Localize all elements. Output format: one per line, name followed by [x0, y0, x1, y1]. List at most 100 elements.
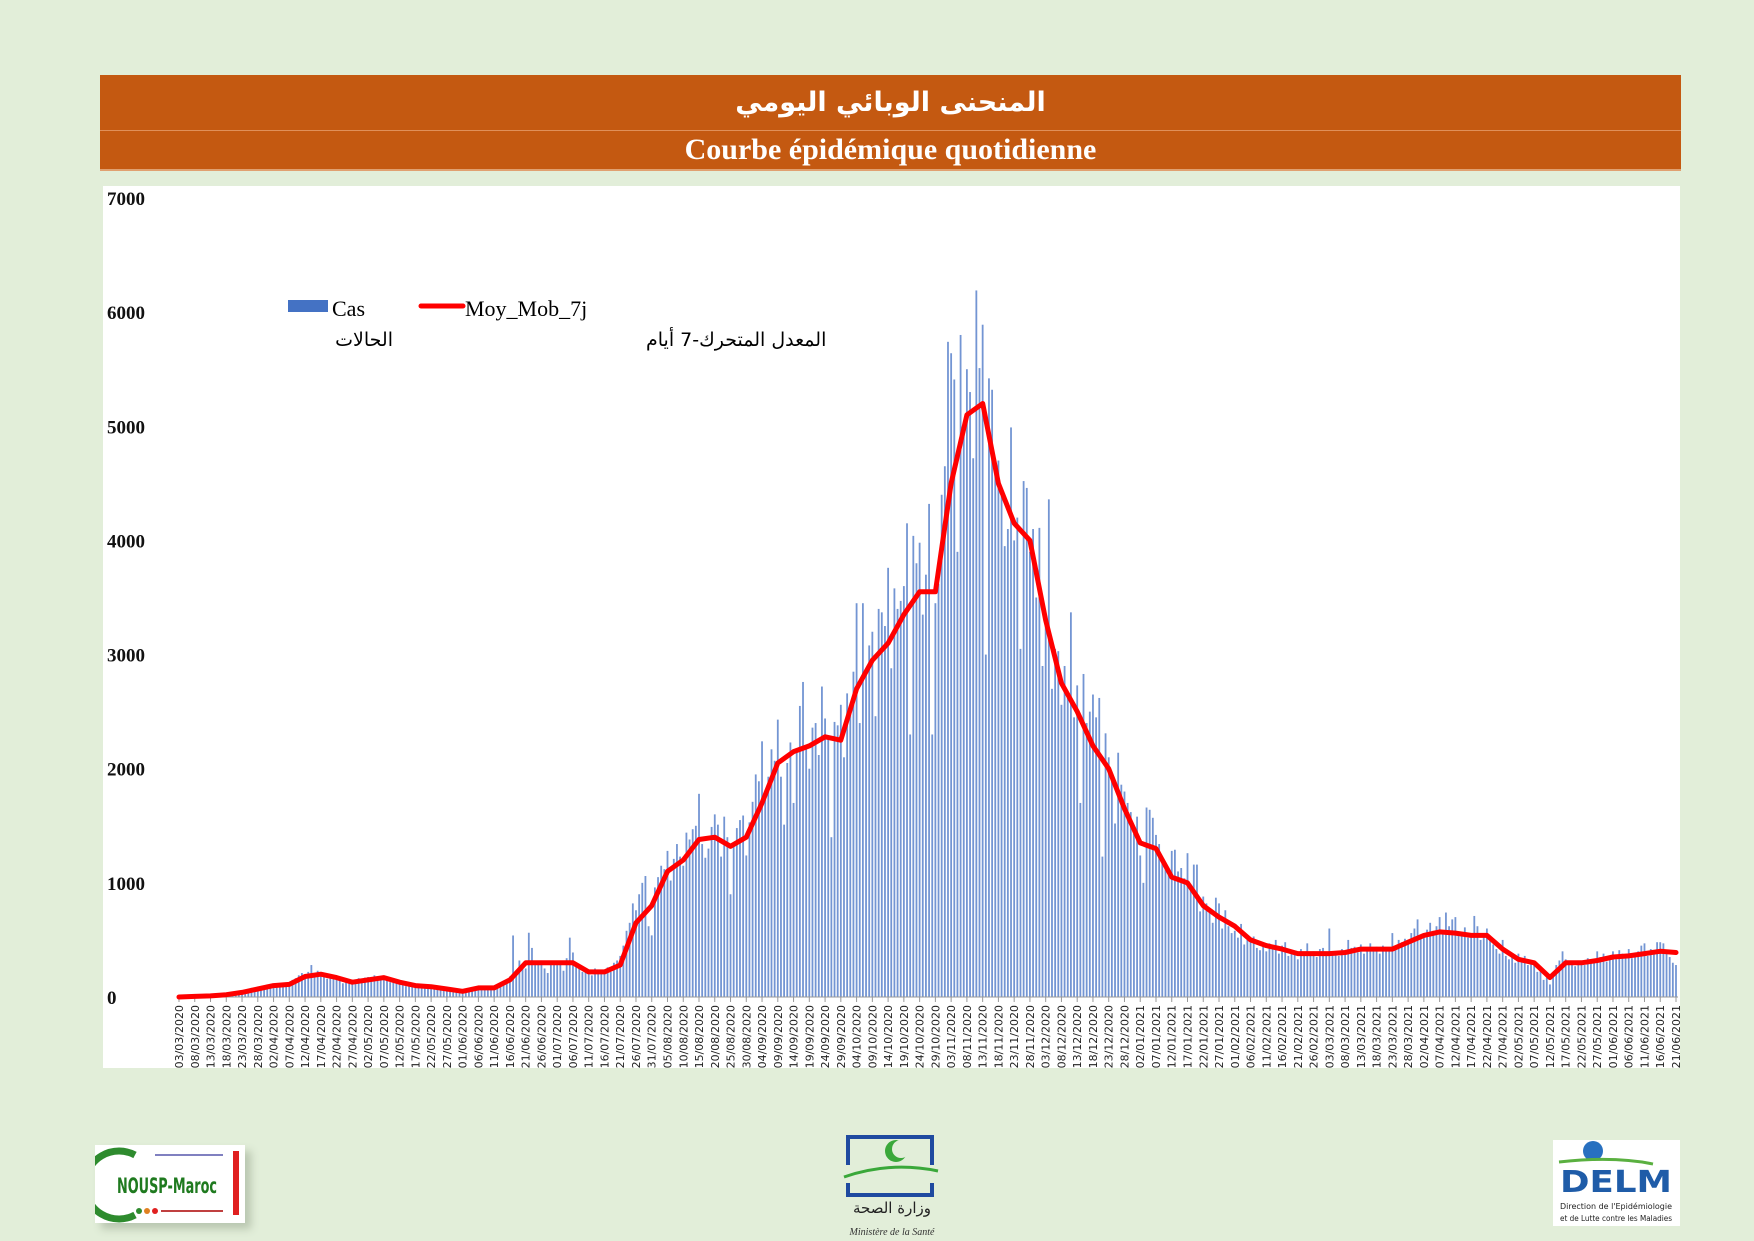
bar-cas [1328, 928, 1331, 997]
bar-cas [575, 965, 577, 997]
bar-cas [594, 968, 596, 997]
bar-cas [1634, 952, 1636, 997]
bar-cas [676, 844, 678, 997]
bar-cas [732, 845, 735, 997]
bar-cas [884, 626, 886, 997]
bar-cas [285, 985, 288, 997]
bar-cas [1429, 922, 1432, 997]
bar-cas [590, 975, 593, 997]
bar-cas [1530, 962, 1532, 997]
bar-cas [710, 826, 713, 997]
x-tick-label: 26/06/2020 [535, 1005, 548, 1068]
bar-cas [1202, 896, 1205, 997]
bar-cas [1501, 939, 1504, 997]
x-tick-label: 07/04/2020 [283, 1005, 296, 1068]
bar-cas [382, 978, 385, 997]
bar-cas [1133, 833, 1135, 997]
bar-cas [1139, 855, 1142, 997]
x-tick-label: 18/03/2021 [1371, 1005, 1384, 1068]
bar-cas [1180, 868, 1183, 997]
bar-cas [650, 935, 653, 997]
bar-cas [1142, 882, 1145, 997]
x-tick-label: 16/06/2021 [1654, 1005, 1667, 1068]
bar-cas [502, 981, 505, 997]
bar-cas [1359, 944, 1362, 997]
bar-cas [1400, 942, 1403, 997]
x-tick-label: 18/12/2020 [1087, 1005, 1100, 1068]
y-tick-label: 2000 [107, 760, 145, 781]
bar-cas [427, 986, 429, 997]
bar-cas [1410, 933, 1413, 997]
bar-cas [445, 990, 448, 997]
x-tick-label: 26/02/2021 [1308, 1005, 1321, 1068]
legend-label-cas: Cas [332, 296, 365, 321]
bar-cas [1489, 939, 1491, 997]
bar-cas [540, 960, 543, 997]
x-tick-label: 07/05/2021 [1528, 1005, 1541, 1068]
x-tick-label: 27/05/2021 [1591, 1005, 1604, 1068]
x-tick-label: 03/12/2020 [1040, 1005, 1053, 1068]
bar-cas [345, 981, 347, 997]
bar-cas [877, 608, 880, 997]
bar-cas [1574, 966, 1577, 997]
bar-cas [509, 976, 511, 997]
bar-cas [326, 978, 329, 997]
x-tick-label: 09/09/2020 [772, 1005, 785, 1068]
bar-cas [1309, 955, 1312, 997]
bar-cas [1000, 494, 1003, 997]
bar-cas [1476, 926, 1479, 997]
bar-cas [1482, 935, 1485, 997]
y-tick-label: 7000 [107, 189, 145, 210]
bar-cas [846, 693, 849, 997]
bar-cas [1186, 853, 1189, 997]
chart-area: 0 1000 2000 3000 4000 5000 6000 7000 03/03/2020 0… [103, 186, 1680, 1068]
bar-cas [1218, 903, 1220, 997]
title-arabic: المنحنى الوبائي اليومي [100, 75, 1681, 131]
bar-cas [1325, 954, 1328, 997]
x-tick-label: 19/09/2020 [803, 1005, 816, 1068]
bar-cas [1391, 933, 1394, 997]
x-tick-label: 11/06/2020 [488, 1005, 501, 1068]
bar-cas [351, 983, 354, 997]
bar-cas [663, 869, 666, 997]
bar-cas [1041, 665, 1044, 997]
bar-cas [474, 987, 477, 997]
bar-cas [420, 984, 423, 997]
bar-cas [1624, 955, 1627, 997]
x-tick-label: 23/12/2020 [1103, 1005, 1116, 1068]
bar-cas [657, 877, 659, 997]
bar-cas [814, 723, 817, 997]
bar-cas [635, 910, 637, 997]
bar-cas [1526, 965, 1529, 997]
bar-cas [855, 603, 858, 997]
bar-cas [947, 341, 949, 997]
bar-cas [1567, 965, 1570, 997]
bar-cas [1492, 944, 1495, 997]
bar-cas [263, 986, 265, 997]
bar-cas [1129, 812, 1132, 997]
bar-cas [767, 776, 770, 997]
bar-cas [1092, 694, 1094, 997]
bar-cas [764, 793, 767, 997]
bar-cas [1164, 864, 1167, 997]
bar-cas [1274, 939, 1277, 997]
bar-cas [975, 290, 978, 998]
bar-cas [1413, 928, 1416, 997]
bar-cas [660, 865, 663, 997]
bar-cas [1457, 935, 1460, 997]
bar-cas [1025, 487, 1028, 997]
bar-cas [1605, 961, 1608, 997]
bar-cas [1438, 917, 1441, 997]
x-tick-label: 17/04/2020 [315, 1005, 328, 1068]
bar-cas [1296, 959, 1299, 997]
x-tick-label: 19/10/2020 [898, 1005, 911, 1068]
bar-cas [1552, 971, 1554, 997]
bar-cas [458, 991, 461, 997]
bar-cas [1593, 959, 1595, 997]
bar-cas [1378, 953, 1381, 997]
x-tick-label: 30/08/2020 [740, 1005, 753, 1068]
bar-cas [685, 832, 688, 997]
bar-cas [301, 973, 303, 997]
x-tick-label: 06/06/2020 [472, 1005, 485, 1068]
